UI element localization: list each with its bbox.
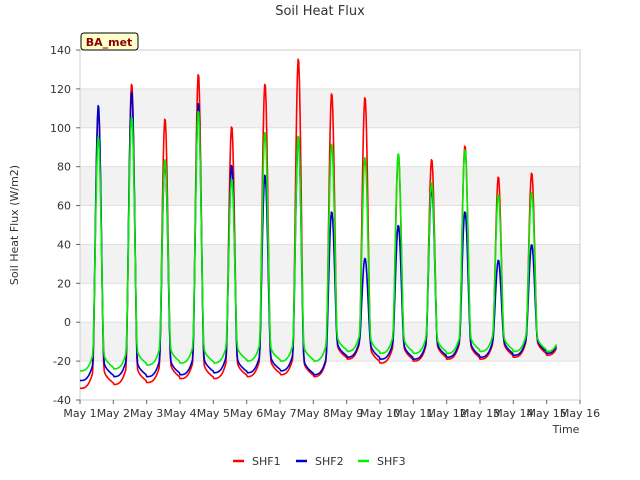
y-tick-label: 40 [57,238,71,251]
x-tick-label: May 11 [393,407,433,420]
y-tick-label: 80 [57,161,71,174]
y-tick-label: -20 [53,355,71,368]
y-axis: -40 -20 0 20 40 60 80 100 120 140 [50,44,80,407]
site-tag: BA_met [80,32,139,51]
x-tick-label: May 4 [163,407,196,420]
x-tick-label: May 9 [330,407,363,420]
x-tick-label: May 8 [297,407,330,420]
legend-label-shf2: SHF2 [315,455,344,468]
y-axis-label: Soil Heat Flux (W/m2) [8,165,21,285]
series-lines [79,58,558,390]
legend-label-shf1: SHF1 [252,455,281,468]
x-tick-label: May 12 [427,407,467,420]
y-tick-label: 60 [57,200,71,213]
x-tick-label: May 3 [130,407,163,420]
site-tag-label: BA_met [86,36,133,49]
plot-border [79,49,581,401]
series-line-shf2 [79,91,558,382]
x-tick-label: May 2 [97,407,130,420]
x-tick-label: May 7 [263,407,296,420]
x-tick-label: May 15 [527,407,567,420]
y-tick-label: -40 [53,394,71,407]
x-tick-label: May 14 [493,407,533,420]
series-line-shf3 [79,110,558,372]
legend-label-shf3: SHF3 [377,455,406,468]
x-tick-label: May 16 [560,407,600,420]
x-tick-label: May 5 [197,407,230,420]
y-tick-label: 120 [50,83,71,96]
x-axis-label: Time [552,423,580,436]
x-tick-label: May 10 [360,407,400,420]
x-tick-label: May 6 [230,407,263,420]
x-tick-label: May 13 [460,407,500,420]
y-tick-label: 20 [57,277,71,290]
site-tag-box [80,32,139,51]
plot-band [80,322,580,362]
y-tick-label: 140 [50,44,71,57]
chart-title: Soil Heat Flux [275,4,365,19]
legend: SHF1 SHF2 SHF3 [233,455,406,468]
x-axis: May 1 May 2 May 3 May 4 May 5 May 6 May 7 May 8… [63,400,600,420]
x-tick-label: May 1 [63,407,96,420]
y-tick-label: 0 [64,316,71,329]
y-tick-label: 100 [50,122,71,135]
